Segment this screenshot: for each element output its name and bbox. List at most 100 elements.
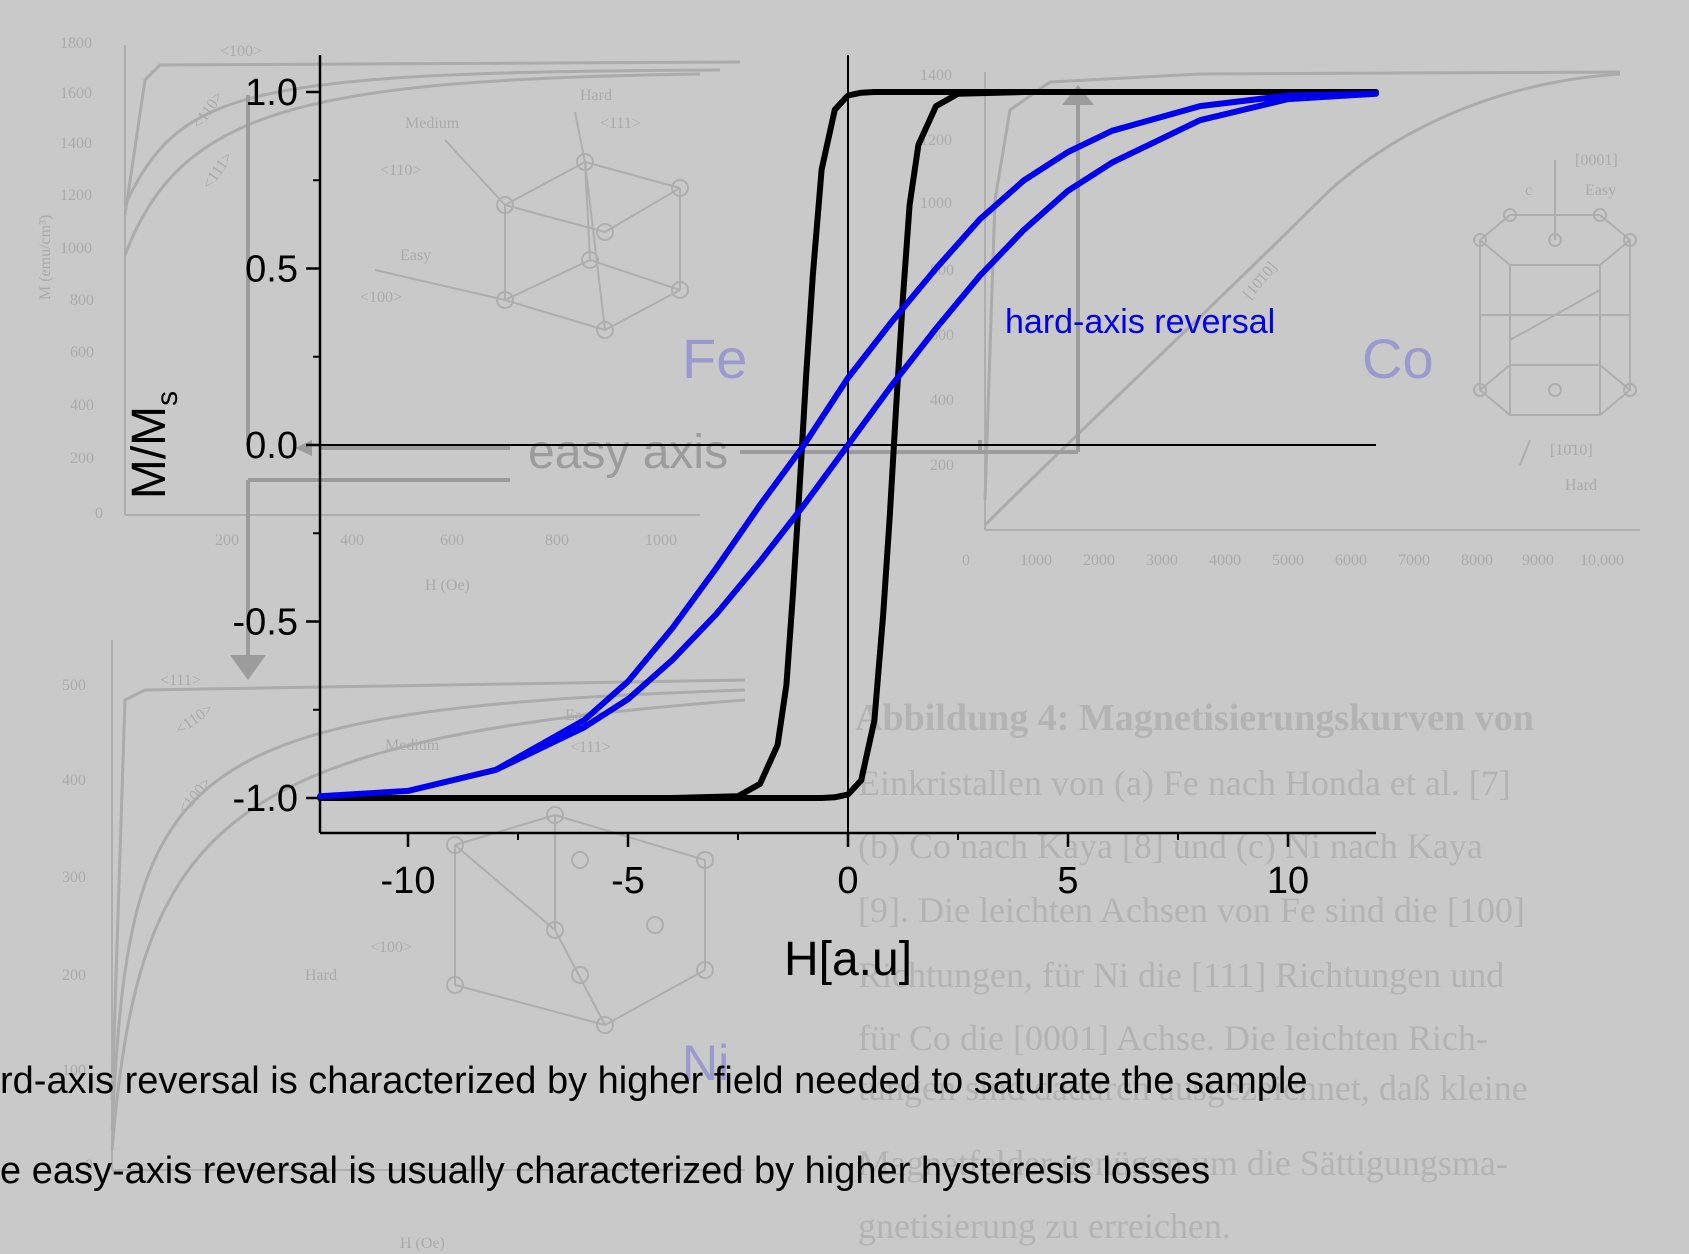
- co-crystal-lattice: [1473, 160, 1637, 466]
- y-axis-title: M/Ms: [123, 391, 184, 499]
- background-figure: 1800 1600 1400 1200 1000 800 600 400 200…: [37, 35, 1640, 1252]
- fe-hard-dir: <111>: [600, 115, 641, 132]
- ni-ytick: 300: [62, 869, 86, 886]
- co-xtick: 5000: [1272, 552, 1304, 569]
- y-tick-label: 0.5: [245, 249, 298, 291]
- caption-easy-axis: e easy-axis reversal is usually characte…: [0, 1150, 1211, 1192]
- fe-medium: Medium: [405, 115, 460, 132]
- ni-hard: Hard: [305, 967, 337, 984]
- co-xtick: 10,000: [1580, 552, 1624, 569]
- ni-ytick: 100: [62, 1062, 86, 1079]
- fe-ytick: 0: [95, 505, 103, 522]
- fe-dir-111: <111>: [199, 149, 236, 192]
- fe-ytick: 600: [70, 344, 94, 361]
- fe-xtick: 200: [215, 532, 239, 549]
- co-xtick: 2000: [1083, 552, 1115, 569]
- ni-ytick: 500: [62, 677, 86, 694]
- fe-ytick: 1400: [60, 135, 92, 152]
- fe-label: Fe: [682, 327, 747, 390]
- arrow-down-icon: [230, 655, 266, 680]
- co-hard: Hard: [1565, 477, 1597, 494]
- fe-dir-110: <110>: [189, 89, 227, 133]
- ni-crystal-lattice: [446, 806, 714, 1034]
- co-dir-top: [0001]: [1575, 152, 1618, 169]
- ni-hard-dir: <100>: [370, 939, 412, 956]
- y-tick-label: -0.5: [233, 602, 298, 644]
- co-ytick: 1000: [920, 195, 952, 212]
- chart-axes: [306, 55, 1376, 847]
- german-caption-line: Einkristallen von (a) Fe nach Honda et a…: [858, 763, 1511, 803]
- fe-xaxis-label: H (Oe): [425, 577, 470, 594]
- german-caption-line: [9]. Die leichten Achsen von Fe sind die…: [858, 890, 1525, 930]
- y-tick-label: 0.0: [245, 425, 298, 467]
- co-xtick: 8000: [1461, 552, 1493, 569]
- german-caption-line: für Co die [0001] Achse. Die leichten Ri…: [858, 1018, 1488, 1058]
- co-xtick: 4000: [1209, 552, 1241, 569]
- co-xtick: 6000: [1335, 552, 1367, 569]
- fe-easy: Easy: [400, 247, 431, 264]
- fe-xtick: 400: [340, 532, 364, 549]
- x-tick-label: 10: [1267, 860, 1309, 902]
- hysteresis-chart: -1.0 -0.5 0.0 0.5 1.0 -10 -5 0 5 10 M/Ms H[a.u] h…: [123, 55, 1379, 986]
- fe-yaxis-label: M (emu/cm³): [37, 215, 54, 300]
- y-axis-title-main: M/M: [123, 406, 176, 499]
- fe-medium-dir: <110>: [380, 162, 421, 179]
- ni-easy-dir: <111>: [570, 739, 611, 756]
- caption-hard-axis: rd-axis reversal is characterized by hig…: [0, 1060, 1308, 1102]
- y-tick-label: 1.0: [245, 72, 298, 114]
- fe-xtick: 800: [545, 532, 569, 549]
- y-tick-label: -1.0: [233, 778, 298, 820]
- co-ytick: 1400: [920, 67, 952, 84]
- co-ytick: 200: [930, 457, 954, 474]
- hard-axis-loop: [317, 90, 1379, 800]
- x-tick-label: 5: [1057, 860, 1078, 902]
- x-tick-label: 0: [837, 860, 858, 902]
- fe-crystal-lattice: [374, 111, 689, 339]
- co-xtick: 1000: [1020, 552, 1052, 569]
- ni-panel: 500 400 300 200 100 0 <111> <110> <100> …: [62, 640, 746, 1252]
- chart-series: [317, 89, 1379, 801]
- hard-axis-annotation: hard-axis reversal: [1005, 303, 1275, 341]
- ni-dir-110: <110>: [173, 701, 217, 739]
- fe-ytick: 800: [70, 292, 94, 309]
- easy-axis-arrows: [246, 95, 1080, 660]
- fe-ytick: 1600: [60, 85, 92, 102]
- co-xtick: 0: [962, 552, 970, 569]
- easy-axis-loop: [317, 89, 1379, 801]
- fe-hard: Hard: [580, 87, 612, 104]
- y-axis-title-sub: s: [151, 391, 184, 406]
- ni-ytick: 400: [62, 772, 86, 789]
- german-caption-line: Abbildung 4: Magnetisierungskurven von: [855, 697, 1534, 739]
- x-tick-label: -5: [611, 860, 645, 902]
- german-caption-line: tungen sind dadurch ausgezeichnet, daß k…: [858, 1068, 1528, 1108]
- fe-xtick: 600: [440, 532, 464, 549]
- ni-dir-100: <100>: [175, 774, 215, 817]
- fe-easy-dir: <100>: [360, 289, 402, 306]
- co-dir-bottom: [10̄10]: [1550, 442, 1593, 459]
- ni-xaxis-label: H (Oe): [400, 1235, 445, 1252]
- co-panel: 1400 1200 1000 800 600 400 200 0 1000 20…: [920, 67, 1640, 569]
- german-caption-line: gnetisierung zu erreichen.: [858, 1206, 1231, 1246]
- co-ytick: 1200: [920, 132, 952, 149]
- fe-xtick: 1000: [645, 532, 677, 549]
- easy-axis-label: easy axis: [528, 426, 728, 479]
- co-easy: Easy: [1585, 182, 1616, 199]
- chart-labels: -1.0 -0.5 0.0 0.5 1.0 -10 -5 0 5 10: [233, 72, 1310, 902]
- german-caption-line: Richtungen, für Ni die [111] Richtungen …: [858, 955, 1504, 995]
- fe-ytick: 1000: [60, 240, 92, 257]
- ni-medium: Medium: [385, 737, 440, 754]
- co-xtick: 3000: [1146, 552, 1178, 569]
- fe-ytick: 1200: [60, 187, 92, 204]
- ni-ytick: 200: [62, 967, 86, 984]
- ni-dir-111: <111>: [160, 672, 201, 689]
- fe-ytick: 200: [70, 450, 94, 467]
- x-tick-label: -10: [381, 860, 436, 902]
- co-c: c: [1525, 182, 1532, 199]
- german-caption-line: Magnetfelder genügen um die Sättigungsma…: [858, 1143, 1508, 1183]
- fe-ytick: 400: [70, 397, 94, 414]
- x-axis-title: H[a.u]: [784, 933, 912, 986]
- fe-ytick: 1800: [60, 35, 92, 52]
- co-xtick: 7000: [1398, 552, 1430, 569]
- co-xtick: 9000: [1522, 552, 1554, 569]
- co-label: Co: [1362, 327, 1434, 390]
